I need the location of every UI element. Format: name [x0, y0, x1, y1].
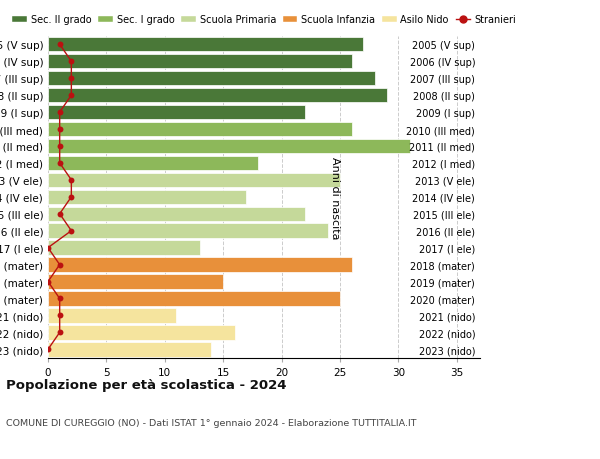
Legend: Sec. II grado, Sec. I grado, Scuola Primaria, Scuola Infanzia, Asilo Nido, Stran: Sec. II grado, Sec. I grado, Scuola Prim… — [12, 16, 516, 25]
Point — [55, 41, 64, 49]
Point — [55, 160, 64, 167]
Point — [55, 329, 64, 336]
Text: COMUNE DI CUREGGIO (NO) - Dati ISTAT 1° gennaio 2024 - Elaborazione TUTTITALIA.I: COMUNE DI CUREGGIO (NO) - Dati ISTAT 1° … — [6, 418, 416, 427]
Point — [55, 312, 64, 319]
Point — [55, 211, 64, 218]
Point — [55, 143, 64, 150]
Bar — [48, 224, 328, 238]
Point — [55, 261, 64, 269]
Point — [67, 194, 76, 201]
Bar — [48, 173, 340, 188]
Bar — [48, 38, 363, 52]
Point — [67, 58, 76, 66]
Bar — [48, 291, 340, 306]
Y-axis label: Anni di nascita: Anni di nascita — [330, 156, 340, 239]
Point — [55, 126, 64, 134]
Point — [67, 75, 76, 83]
Bar — [48, 325, 235, 340]
Point — [55, 295, 64, 302]
Bar — [48, 258, 352, 272]
Text: Popolazione per età scolastica - 2024: Popolazione per età scolastica - 2024 — [6, 379, 287, 392]
Bar — [48, 207, 305, 222]
Point — [67, 228, 76, 235]
Bar — [48, 140, 410, 154]
Point — [43, 245, 53, 252]
Bar — [48, 106, 305, 120]
Point — [43, 346, 53, 353]
Point — [67, 92, 76, 100]
Point — [67, 177, 76, 184]
Bar — [48, 190, 247, 205]
Bar — [48, 55, 352, 69]
Bar — [48, 72, 375, 86]
Point — [55, 109, 64, 117]
Bar — [48, 308, 176, 323]
Bar — [48, 157, 258, 171]
Bar — [48, 89, 386, 103]
Bar — [48, 342, 211, 357]
Bar — [48, 241, 200, 255]
Bar — [48, 123, 352, 137]
Bar — [48, 275, 223, 289]
Point — [43, 278, 53, 285]
